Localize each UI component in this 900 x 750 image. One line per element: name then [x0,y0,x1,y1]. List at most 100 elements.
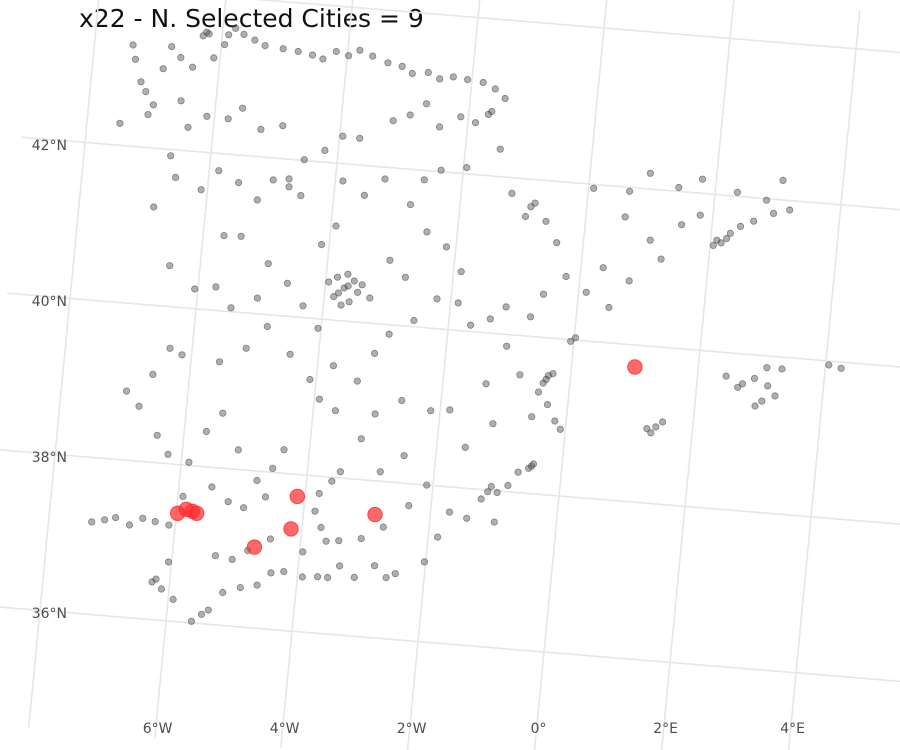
city-point [159,65,167,73]
city-point [762,196,771,204]
city-point [556,425,564,433]
city-point [750,217,758,225]
city-point [401,273,409,281]
city-point [551,417,559,425]
city-point [129,41,137,49]
city-point [433,295,441,303]
city-point [227,304,235,312]
city-point [722,235,731,243]
city-point [263,322,271,331]
city-point [335,537,343,545]
city-point [172,173,180,181]
city-point [313,573,322,581]
city-point [137,78,145,86]
city-point [658,418,667,426]
city-point [376,468,384,476]
city-point [526,313,535,321]
city-point [435,123,444,131]
city-point [696,211,704,219]
selected-city-point [283,521,299,537]
city-point [420,558,428,566]
longitude-tick-label: 4°W [270,721,300,737]
city-point [463,164,471,172]
city-point [381,175,389,183]
city-point [646,236,654,244]
longitude-tick-label: 2°W [397,721,427,737]
city-point [489,420,497,428]
city-point [427,407,435,415]
city-point [344,270,352,278]
city-point [125,521,134,529]
city-point [625,187,634,195]
city-points [88,24,845,625]
latitude-line [255,0,900,54]
city-point [344,52,353,60]
city-point [436,75,444,83]
city-point [205,30,213,38]
city-point [758,397,766,405]
longitude-tick-label: 2°E [653,721,678,737]
city-point [164,450,172,458]
city-point [228,555,236,564]
city-point [442,243,450,251]
selected-city-point [627,359,643,375]
city-point [319,55,327,63]
longitude-line [28,0,100,728]
city-point [384,59,392,67]
city-point [621,213,629,221]
city-point [646,169,655,177]
city-point [323,573,332,582]
city-point [657,255,665,263]
city-point [344,282,352,290]
city-point [101,516,109,524]
city-point [487,482,495,491]
city-point [88,518,96,526]
city-point [358,281,366,289]
city-point [726,229,734,237]
city-point [370,349,379,357]
city-point [298,573,306,581]
city-point [482,380,490,388]
city-point [215,358,224,366]
city-point [371,410,379,418]
city-point [189,63,197,71]
city-point [237,232,245,240]
city-point [166,344,174,352]
city-point [219,588,227,597]
city-point [493,488,501,497]
city-point [524,464,533,472]
city-point [751,402,759,410]
city-point [457,113,465,121]
city-point [605,303,613,312]
city-point [300,156,308,164]
city-point [299,548,307,556]
city-point [445,508,454,516]
latitude-line [21,136,900,211]
city-point [643,424,651,433]
city-point [528,413,536,421]
city-point [112,513,120,522]
city-point [514,468,522,476]
city-point [350,573,358,582]
city-point [750,374,759,383]
city-point [471,119,480,127]
city-point [297,192,305,200]
city-point [542,217,550,225]
city-point [553,239,561,247]
city-point [339,177,347,185]
city-point [131,55,140,63]
city-point [369,52,377,60]
city-point [490,518,498,526]
city-point [408,69,416,78]
city-point [433,533,442,541]
city-point [339,132,347,140]
city-point [149,101,157,109]
longitude-line [533,0,608,750]
city-point [191,285,199,293]
city-point [253,294,261,302]
city-point [454,299,462,307]
city-point [386,256,394,264]
city-point [253,196,261,204]
city-point [322,537,330,545]
